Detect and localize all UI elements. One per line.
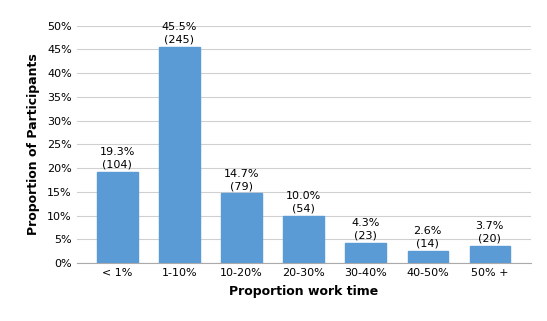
Text: 4.3%
(23): 4.3% (23)	[352, 218, 380, 240]
Bar	[408, 251, 448, 263]
X-axis label: Proportion work time: Proportion work time	[229, 285, 378, 298]
Text: 2.6%
(14): 2.6% (14)	[414, 226, 442, 248]
Bar	[346, 243, 386, 263]
Text: 14.7%
(79): 14.7% (79)	[224, 169, 259, 191]
Bar	[97, 171, 137, 263]
Bar	[283, 216, 324, 263]
Text: 10.0%
(54): 10.0% (54)	[286, 191, 321, 213]
Bar	[159, 47, 200, 263]
Y-axis label: Proportion of Participants: Proportion of Participants	[27, 54, 40, 235]
Bar	[470, 246, 510, 263]
Bar	[222, 193, 261, 263]
Text: 19.3%
(104): 19.3% (104)	[100, 147, 135, 169]
Text: 45.5%
(245): 45.5% (245)	[162, 22, 197, 45]
Text: 3.7%
(20): 3.7% (20)	[475, 221, 504, 243]
